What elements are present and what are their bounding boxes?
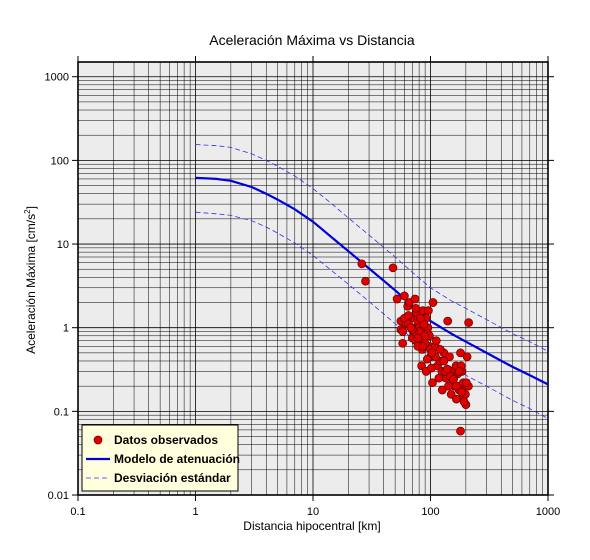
observed-data-point	[416, 313, 425, 323]
observed-data-point	[361, 276, 370, 286]
observed-data-point	[459, 397, 469, 407]
observed-data-point	[406, 323, 416, 333]
legend-marker-observed	[93, 435, 103, 445]
observed-data-point	[456, 348, 465, 358]
observed-data-point	[400, 291, 409, 301]
observed-data-point	[442, 364, 452, 374]
observed-data-point	[411, 304, 421, 313]
legend-label: Modelo de atenuación	[114, 452, 240, 466]
observed-data-point	[410, 294, 420, 304]
observed-data-point	[431, 336, 441, 346]
std-deviation-line	[195, 144, 548, 352]
x-tick-label: 0.1	[70, 506, 85, 518]
grid	[77, 62, 548, 496]
legend: Datos observados Modelo de atenuación Desv…	[81, 424, 240, 492]
observed-data-point	[424, 306, 433, 315]
observed-data-point	[398, 327, 408, 336]
observed-data-point	[434, 373, 444, 383]
observed-data-point	[439, 356, 449, 366]
observed-data-point	[413, 333, 423, 343]
y-tick-label: 1	[63, 323, 69, 335]
observed-data-point	[428, 378, 437, 388]
legend-label: Desviación estándar	[114, 471, 231, 485]
observed-data-point	[392, 294, 402, 304]
x-tick-label: 10	[307, 506, 319, 518]
observed-data-point	[454, 367, 464, 376]
observed-data-point	[427, 348, 437, 358]
observed-data-point	[357, 259, 367, 269]
y-tick-label: 0.01	[48, 490, 69, 502]
observed-data-point	[456, 426, 465, 436]
std-deviation-line	[195, 211, 548, 419]
observed-data-point	[388, 263, 398, 273]
x-tick-label: 1	[192, 506, 198, 518]
observed-data-point	[443, 316, 453, 326]
observed-data-point	[452, 381, 461, 391]
observed-data-point	[422, 354, 432, 364]
observed-data-point	[417, 361, 426, 371]
observed-data-point	[452, 394, 461, 404]
observed-data-point	[418, 341, 428, 351]
observed-data-point	[404, 311, 413, 320]
observed-data-point	[462, 378, 471, 388]
y-tick-label: 10	[57, 239, 69, 251]
observed-data-point	[444, 381, 453, 391]
x-axis-label: Distancia hipocentral [km]	[243, 519, 380, 533]
y-tick-label: 0.1	[54, 406, 69, 418]
observed-data-point	[398, 338, 408, 348]
observed-data-point	[428, 298, 438, 307]
observed-data-point	[462, 352, 472, 362]
series	[195, 144, 548, 436]
observed-data-point	[464, 318, 473, 327]
chart-title: Aceleración Máxima vs Distancia	[209, 32, 415, 48]
legend-label: Datos observados	[114, 433, 218, 447]
y-tick-label: 1000	[45, 72, 69, 84]
y-tick-label: 100	[51, 155, 69, 167]
x-tick-label: 1000	[536, 506, 560, 518]
attenuation-model-line	[195, 176, 548, 386]
observed-data-point	[427, 363, 436, 373]
observed-data-point	[435, 345, 445, 354]
x-tick-label: 100	[421, 506, 439, 518]
y-axis-label: Aceleración Máxima [cm/s2]	[23, 206, 38, 354]
observed-data-point	[457, 387, 466, 397]
